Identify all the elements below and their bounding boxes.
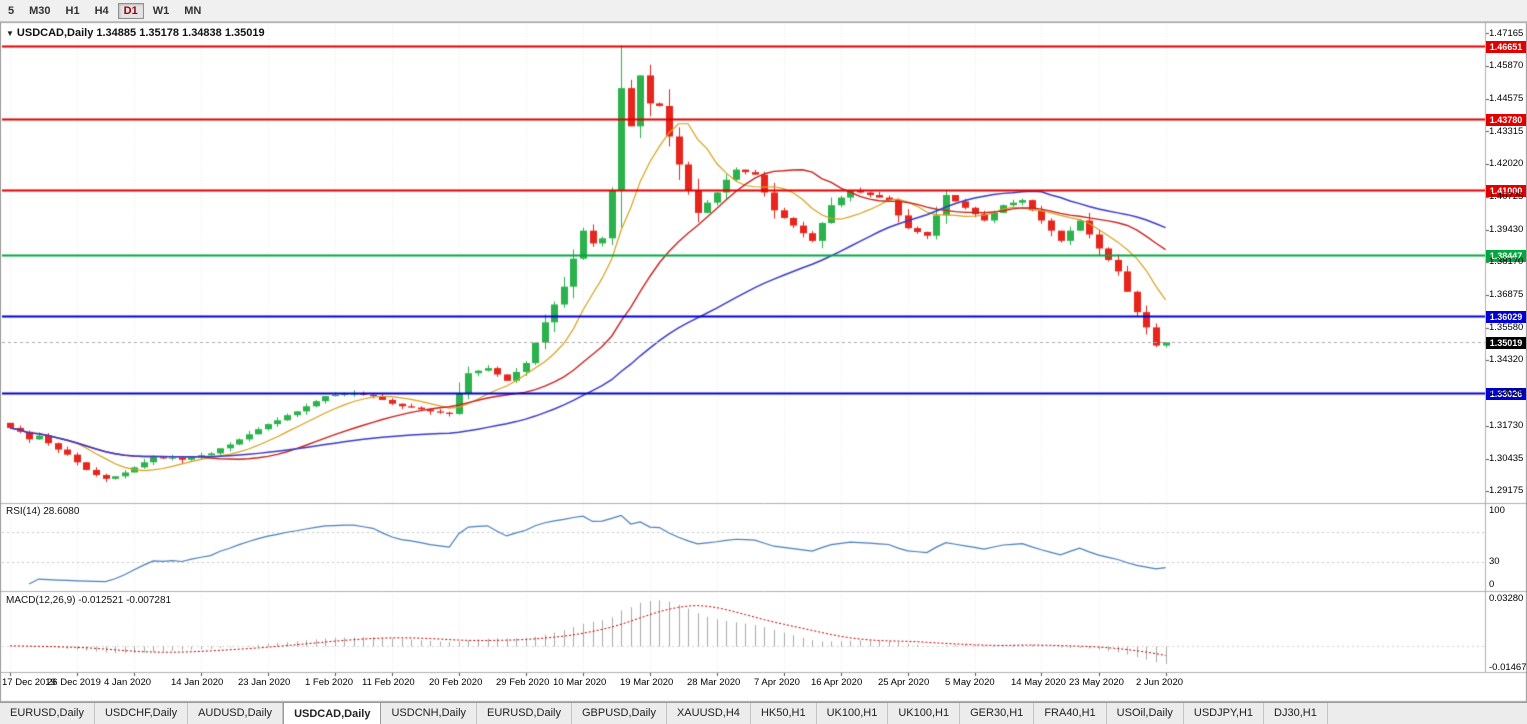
timeframe-button-h1[interactable]: H1	[65, 4, 80, 17]
tab-uk100-h1[interactable]: UK100,H1	[888, 703, 961, 724]
tab-fra40-h1[interactable]: FRA40,H1	[1034, 703, 1107, 724]
tab-usdchf-daily[interactable]: USDCHF,Daily	[95, 703, 189, 724]
tab-uk100-h1[interactable]: UK100,H1	[817, 703, 889, 724]
tab-dj30-h1[interactable]: DJ30,H1	[1264, 703, 1328, 724]
timeframe-button-m30[interactable]: M30	[29, 4, 51, 17]
tab-gbpusd-daily[interactable]: GBPUSD,Daily	[572, 703, 667, 724]
timeframe-toolbar: 5 M30 H1 H4 D1 W1 MN	[0, 0, 1527, 22]
tab-audusd-daily[interactable]: AUDUSD,Daily	[188, 703, 284, 724]
chart-tab-bar: EURUSD,Daily USDCHF,Daily AUDUSD,Daily USDC…	[0, 702, 1527, 724]
timeframe-button-h4[interactable]: H4	[94, 4, 109, 17]
chart-title-text: USDCAD,Daily 1.34885 1.35178 1.34838 1.3…	[16, 27, 265, 39]
timeframe-button-mn[interactable]: MN	[184, 4, 202, 17]
tab-eurusd-daily[interactable]: EURUSD,Daily	[477, 703, 572, 724]
tab-xauusd-h4[interactable]: XAUUSD,H4	[667, 703, 751, 724]
tab-usdjpy-h1[interactable]: USDJPY,H1	[1184, 703, 1265, 724]
rsi-indicator-label: RSI(14) 28.6080	[6, 506, 80, 517]
macd-indicator-label: MACD(12,26,9) -0.012521 -0.007281	[6, 595, 172, 606]
chart-collapse-icon[interactable]: ▼	[6, 29, 14, 38]
tab-eurusd-daily[interactable]: EURUSD,Daily	[0, 703, 95, 724]
chart-title: ▼ USDCAD,Daily 1.34885 1.35178 1.34838 1.…	[6, 27, 265, 39]
timeframe-button-w1[interactable]: W1	[152, 4, 170, 17]
tab-usdcnh-daily[interactable]: USDCNH,Daily	[381, 703, 478, 724]
timeframe-button-5[interactable]: 5	[8, 4, 15, 17]
tab-ger30-h1[interactable]: GER30,H1	[960, 703, 1035, 724]
timeframe-button-d1[interactable]: D1	[117, 2, 144, 19]
tab-usdcad-daily[interactable]: USDCAD,Daily	[283, 702, 382, 724]
tab-usoil-daily[interactable]: USOil,Daily	[1107, 703, 1184, 724]
tab-hk50-h1[interactable]: HK50,H1	[751, 703, 817, 724]
